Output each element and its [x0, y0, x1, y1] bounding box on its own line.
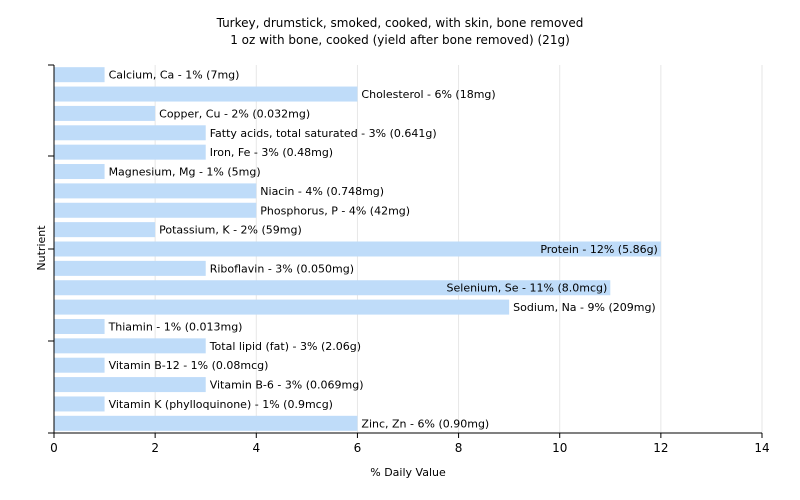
bar-label: Vitamin K (phylloquinone) - 1% (0.9mcg)	[109, 398, 333, 411]
bar-label: Sodium, Na - 9% (209mg)	[513, 301, 656, 314]
bar	[54, 260, 206, 276]
x-tick-label: 0	[50, 441, 58, 455]
bar-label: Niacin - 4% (0.748mg)	[260, 185, 384, 198]
bars: Calcium, Ca - 1% (7mg) Cholesterol - 6% (…	[54, 67, 661, 431]
bar	[54, 183, 257, 199]
bar	[54, 202, 257, 218]
bar-label: Phosphorus, P - 4% (42mg)	[260, 204, 410, 217]
axes	[48, 64, 762, 434]
bar-label: Total lipid (fat) - 3% (2.06g)	[209, 340, 361, 353]
bar	[54, 318, 105, 334]
x-tick-label: 6	[354, 441, 362, 455]
bar-label: Zinc, Zn - 6% (0.90mg)	[361, 417, 489, 430]
bar	[54, 396, 105, 412]
bar-label: Vitamin B-6 - 3% (0.069mg)	[210, 379, 364, 392]
bar	[54, 280, 611, 296]
x-tick-label: 12	[653, 441, 668, 455]
y-axis-title: Nutrient	[35, 225, 48, 271]
x-tick-label: 8	[455, 441, 463, 455]
bar-label: Potassium, K - 2% (59mg)	[159, 224, 302, 237]
bar	[54, 105, 156, 121]
bar	[54, 415, 358, 431]
bar-label: Calcium, Ca - 1% (7mg)	[109, 69, 240, 82]
bar	[54, 222, 156, 238]
bar	[54, 125, 206, 141]
x-axis-title: % Daily Value	[370, 466, 446, 479]
bar-label: Magnesium, Mg - 1% (5mg)	[109, 166, 261, 179]
bar-label: Iron, Fe - 3% (0.48mg)	[210, 146, 333, 159]
bar	[54, 164, 105, 180]
bar-label: Fatty acids, total saturated - 3% (0.641…	[210, 127, 437, 140]
bar	[54, 357, 105, 373]
bar-label: Selenium, Se - 11% (8.0mcg)	[447, 282, 608, 295]
bar	[54, 86, 358, 102]
x-tick-label: 4	[252, 441, 260, 455]
bar	[54, 144, 206, 160]
bar	[54, 299, 510, 315]
bar	[54, 377, 206, 393]
bar-label: Cholesterol - 6% (18mg)	[361, 88, 495, 101]
x-tick-label: 14	[754, 441, 769, 455]
bar	[54, 67, 105, 83]
bar	[54, 338, 206, 354]
bar-label: Thiamin - 1% (0.013mg)	[108, 320, 243, 333]
chart-title: Turkey, drumstick, smoked, cooked, with …	[216, 16, 584, 30]
bar	[54, 241, 661, 257]
x-tick-label: 2	[151, 441, 159, 455]
x-tick-label: 10	[552, 441, 567, 455]
chart-subtitle: 1 oz with bone, cooked (yield after bone…	[230, 33, 570, 47]
bar-label: Riboflavin - 3% (0.050mg)	[210, 262, 354, 275]
bar-label: Copper, Cu - 2% (0.032mg)	[159, 107, 310, 120]
bar-label: Vitamin B-12 - 1% (0.08mcg)	[109, 359, 269, 372]
x-axis-ticks: 0 2 4 6 8 10 12 14	[50, 433, 770, 455]
bar-label: Protein - 12% (5.86g)	[540, 243, 658, 256]
